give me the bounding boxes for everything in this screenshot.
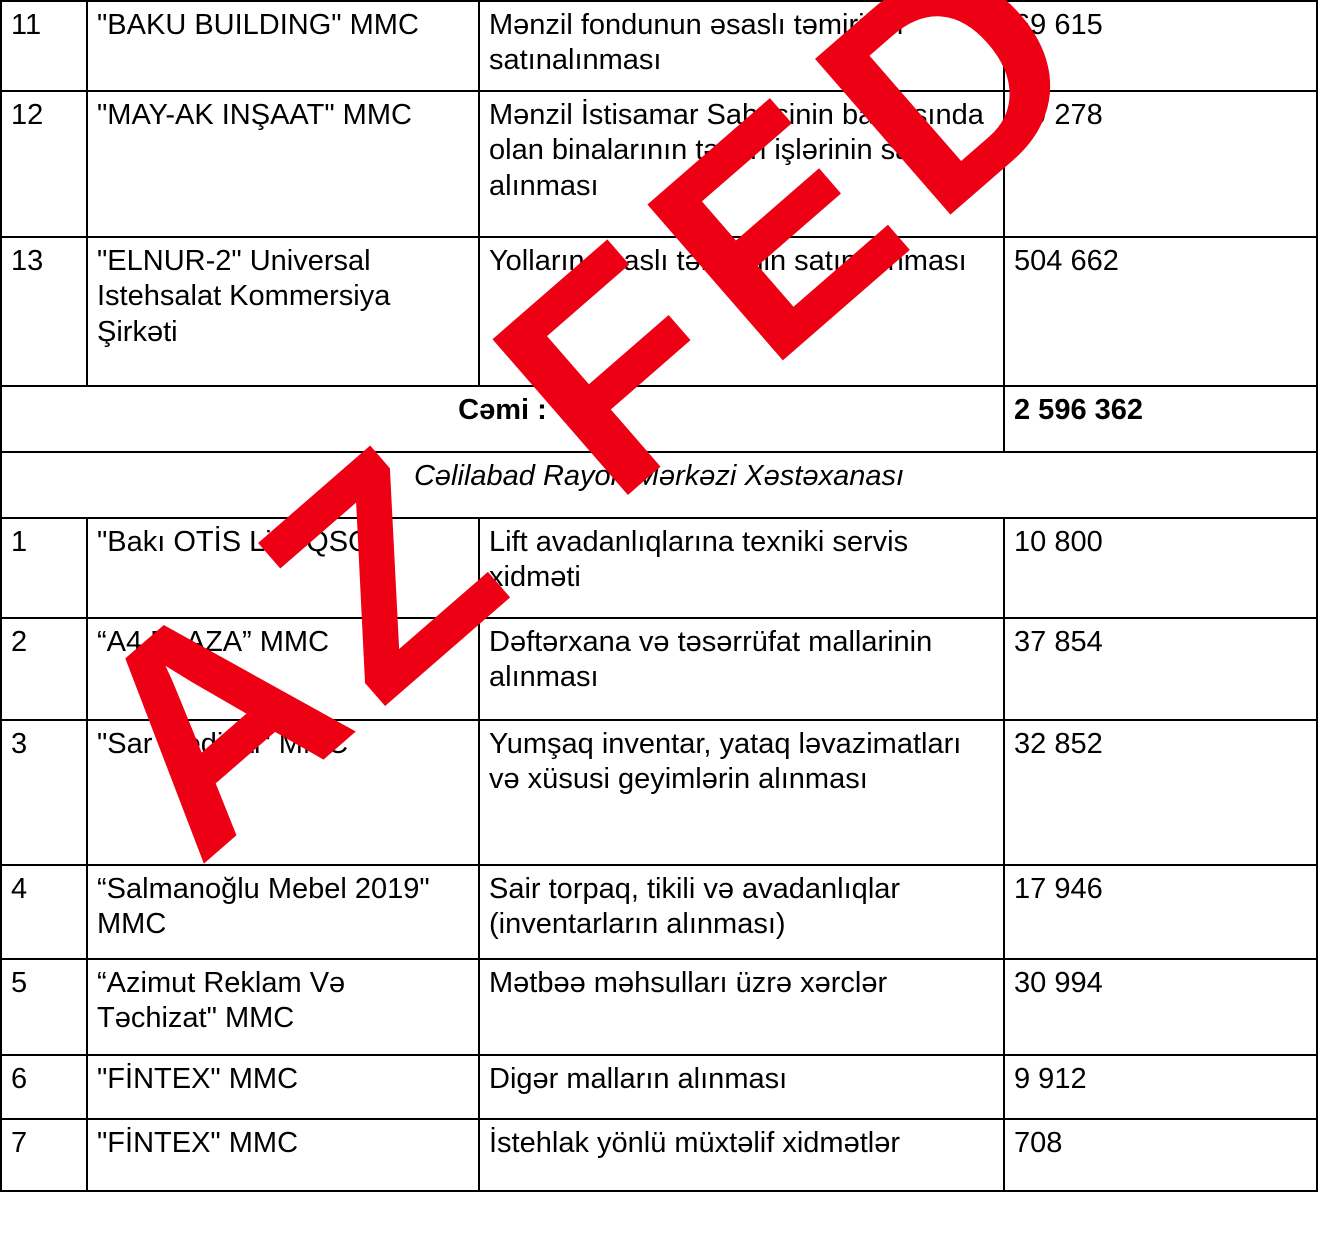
- table-row: 5 “Azimut Reklam Və Təchizat" MMC Mətbəə…: [0, 958, 1318, 1056]
- procurement-subject: Mənzil İstisamar Sahəsinin balansında ol…: [478, 90, 1005, 238]
- procurement-subject: Digər malların alınması: [478, 1054, 1005, 1120]
- total-row: Cəmi : 2 596 362: [0, 385, 1318, 453]
- table-row: 2 “A4 PLAZA” MMC Dəftərxana və təsərrüfa…: [0, 617, 1318, 721]
- supplier-name: "ELNUR-2" Universal Istehsalat Kommersiy…: [86, 236, 480, 387]
- table-row: 12 "MAY-AK INŞAAT" MMC Mənzil İstisamar …: [0, 90, 1318, 238]
- amount: 708: [1003, 1118, 1318, 1192]
- supplier-name: "BAKU BUILDING" MMC: [86, 0, 480, 92]
- amount: 30 994: [1003, 958, 1318, 1056]
- row-number: 13: [0, 236, 88, 387]
- section-header-row: Cəlilabad Rayon Mərkəzi Xəstəxanası: [0, 451, 1318, 519]
- procurement-subject: Yolların əsaslı təmirinin satınalınması: [478, 236, 1005, 387]
- procurement-subject: Yumşaq inventar, yataq ləvazimatları və …: [478, 719, 1005, 866]
- supplier-name: "FİNTEX" MMC: [86, 1054, 480, 1120]
- amount: 504 662: [1003, 236, 1318, 387]
- row-number: 1: [0, 517, 88, 619]
- table-row: 1 "Bakı OTİS Lift" QSC Lift avadanlıqlar…: [0, 517, 1318, 619]
- supplier-name: “Azimut Reklam Və Təchizat" MMC: [86, 958, 480, 1056]
- table-row: 3 "Sar Medical" MMC Yumşaq inventar, yat…: [0, 719, 1318, 866]
- table-row: 6 "FİNTEX" MMC Digər malların alınması 9…: [0, 1054, 1318, 1120]
- table-row: 11 "BAKU BUILDING" MMC Mənzil fondunun ə…: [0, 0, 1318, 92]
- procurement-subject: Sair torpaq, tikili və avadanlıqlar (inv…: [478, 864, 1005, 960]
- row-number: 4: [0, 864, 88, 960]
- amount: 69 615: [1003, 0, 1318, 92]
- total-label: Cəmi :: [0, 385, 1005, 453]
- row-number: 3: [0, 719, 88, 866]
- row-number: 12: [0, 90, 88, 238]
- procurement-subject: Lift avadanlıqlarına texniki servis xidm…: [478, 517, 1005, 619]
- section-title: Cəlilabad Rayon Mərkəzi Xəstəxanası: [0, 451, 1318, 519]
- amount: 17 946: [1003, 864, 1318, 960]
- row-number: 5: [0, 958, 88, 1056]
- amount: 9 912: [1003, 1054, 1318, 1120]
- amount: 69 278: [1003, 90, 1318, 238]
- supplier-name: "Bakı OTİS Lift" QSC: [86, 517, 480, 619]
- supplier-name: “A4 PLAZA” MMC: [86, 617, 480, 721]
- row-number: 7: [0, 1118, 88, 1192]
- procurement-subject: İstehlak yönlü müxtəlif xidmətlər: [478, 1118, 1005, 1192]
- row-number: 6: [0, 1054, 88, 1120]
- procurement-subject: Dəftərxana və təsərrüfat mallarinin alın…: [478, 617, 1005, 721]
- total-amount: 2 596 362: [1003, 385, 1318, 453]
- row-number: 11: [0, 0, 88, 92]
- supplier-name: "Sar Medical" MMC: [86, 719, 480, 866]
- supplier-name: “Salmanoğlu Mebel 2019" MMC: [86, 864, 480, 960]
- table-row: 4 “Salmanoğlu Mebel 2019" MMC Sair torpa…: [0, 864, 1318, 960]
- amount: 32 852: [1003, 719, 1318, 866]
- amount: 37 854: [1003, 617, 1318, 721]
- procurement-subject: Mətbəə məhsulları üzrə xərclər: [478, 958, 1005, 1056]
- supplier-name: "MAY-AK INŞAAT" MMC: [86, 90, 480, 238]
- supplier-name: "FİNTEX" MMC: [86, 1118, 480, 1192]
- row-number: 2: [0, 617, 88, 721]
- procurement-subject: Mənzil fondunun əsaslı təmirinin satınal…: [478, 0, 1005, 92]
- table-row: 7 "FİNTEX" MMC İstehlak yönlü müxtəlif x…: [0, 1118, 1318, 1192]
- table-row: 13 "ELNUR-2" Universal Istehsalat Kommer…: [0, 236, 1318, 387]
- amount: 10 800: [1003, 517, 1318, 619]
- procurement-table: 11 "BAKU BUILDING" MMC Mənzil fondunun ə…: [0, 0, 1318, 1192]
